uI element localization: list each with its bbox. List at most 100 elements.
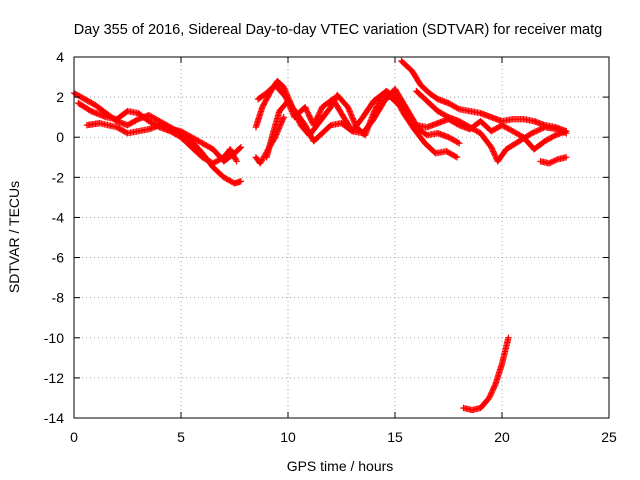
data-point — [212, 148, 214, 150]
data-point — [116, 118, 118, 120]
data-point — [201, 142, 203, 144]
data-point — [426, 126, 428, 128]
data-point — [313, 140, 315, 142]
data-point — [321, 106, 323, 108]
data-point — [148, 120, 150, 122]
data-point — [293, 116, 296, 118]
data-point — [437, 122, 439, 124]
data-point — [99, 122, 101, 124]
data-point — [394, 96, 396, 98]
data-point — [180, 136, 182, 138]
data-point — [413, 128, 415, 130]
data-point — [191, 136, 193, 138]
data-point — [266, 92, 268, 94]
data-point — [507, 337, 510, 339]
data-point — [212, 162, 214, 164]
data-point — [116, 126, 118, 128]
data-point — [295, 112, 298, 114]
data-point — [321, 132, 323, 134]
data-point — [77, 102, 79, 104]
data-point — [480, 112, 482, 114]
data-point — [86, 124, 88, 126]
data-point — [212, 166, 214, 168]
series-track-5 — [254, 81, 461, 161]
data-point — [420, 84, 422, 86]
data-point — [424, 142, 426, 144]
data-point — [458, 108, 460, 110]
y-axis-label: SDTVAR / TECUs — [6, 181, 22, 293]
data-point — [480, 120, 482, 122]
series-track-7 — [252, 113, 287, 167]
y-tick-label: -6 — [52, 250, 65, 266]
data-point — [362, 116, 364, 118]
x-tick-labels: 0 5 10 15 20 25 — [70, 429, 617, 445]
data-point — [278, 110, 281, 112]
series-track-3 — [83, 119, 245, 165]
data-point — [512, 118, 514, 120]
data-point — [283, 116, 285, 118]
tick-marks — [73, 56, 610, 419]
data-point — [319, 120, 321, 122]
data-point — [236, 160, 238, 162]
data-point — [497, 160, 499, 162]
data-point — [471, 409, 473, 411]
data-point — [180, 130, 182, 132]
data-point — [383, 100, 385, 102]
data-point — [437, 98, 439, 100]
data-markers — [263, 85, 570, 161]
data-markers — [252, 77, 463, 147]
data-point — [437, 132, 439, 134]
data-point — [373, 118, 375, 120]
data-point — [223, 160, 225, 162]
data-point — [501, 124, 503, 126]
data-point — [304, 106, 306, 108]
data-point — [300, 124, 302, 126]
data-point — [480, 407, 482, 409]
data-point — [287, 100, 289, 102]
data-point — [490, 116, 492, 118]
data-markers — [537, 154, 570, 167]
y-tick-label: 2 — [56, 89, 64, 105]
data-point — [304, 124, 306, 126]
data-point — [313, 124, 315, 126]
data-point — [137, 130, 139, 132]
data-point — [159, 124, 161, 126]
data-point — [94, 104, 96, 106]
data-point — [565, 156, 567, 158]
data-point — [456, 156, 458, 158]
data-point — [191, 146, 193, 148]
data-point — [447, 102, 450, 104]
data-point — [385, 90, 388, 92]
data-point — [126, 132, 129, 134]
data-point — [201, 152, 203, 154]
data-point — [105, 116, 107, 118]
data-point — [240, 180, 242, 182]
data-point — [544, 140, 546, 142]
data-point — [126, 124, 129, 126]
data-point — [458, 120, 460, 122]
data-point — [512, 130, 514, 132]
y-tick-labels: -14 -12 -10 -8 -6 -4 -2 0 2 4 — [44, 49, 64, 426]
data-point — [501, 363, 503, 365]
data-point — [544, 126, 546, 128]
y-tick-label: -4 — [52, 209, 65, 225]
data-point — [480, 132, 482, 134]
y-tick-label: -10 — [44, 330, 64, 346]
y-tick-label: -12 — [44, 370, 64, 386]
data-point — [533, 148, 535, 150]
data-point — [437, 110, 439, 112]
data-point — [557, 158, 559, 160]
series-track-9 — [413, 87, 570, 165]
data-point — [411, 70, 413, 72]
series-track-11 — [460, 334, 512, 414]
series-track-6 — [263, 85, 570, 161]
data-markers — [70, 89, 245, 187]
data-point — [533, 120, 535, 122]
data-point — [148, 114, 150, 116]
data-point — [343, 116, 345, 118]
data-point — [490, 146, 492, 148]
x-tick-label: 20 — [494, 429, 510, 445]
chart-title: Day 355 of 2016, Sidereal Day-to-day VTE… — [74, 22, 602, 38]
data-point — [548, 162, 550, 164]
